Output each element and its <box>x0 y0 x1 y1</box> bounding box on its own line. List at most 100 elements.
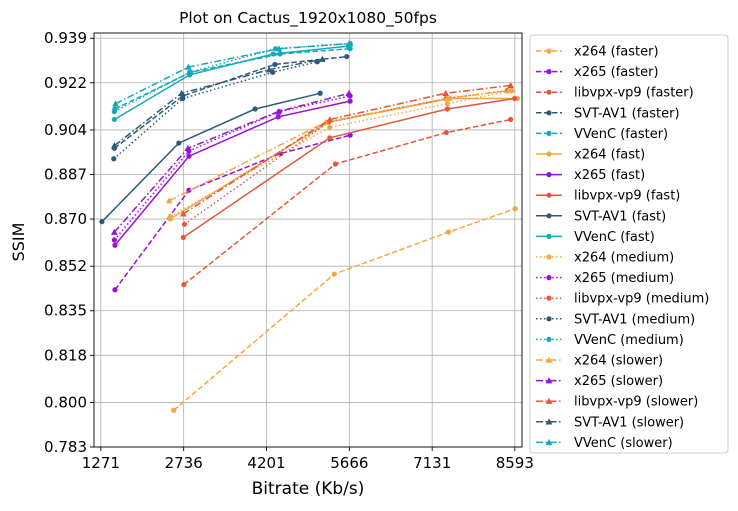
data-point <box>180 234 186 240</box>
plot-lines <box>99 40 521 413</box>
legend-item: SVT-AV1 (fast) <box>536 209 666 224</box>
legend-item: x264 (medium) <box>536 251 674 266</box>
legend-label: SVT-AV1 (faster) <box>574 106 680 121</box>
legend-marker <box>546 151 552 157</box>
data-point <box>332 161 339 167</box>
data-point <box>275 114 281 120</box>
legend-label: VVenC (slower) <box>574 436 673 451</box>
legend-label: x264 (faster) <box>574 45 659 60</box>
data-point <box>512 205 518 212</box>
series-line <box>114 134 351 291</box>
data-point <box>327 135 333 141</box>
series-line <box>113 58 323 147</box>
series-x264-faster <box>171 205 518 413</box>
data-point <box>165 197 173 204</box>
legend-item: x264 (faster) <box>536 45 659 60</box>
legend-marker <box>546 89 552 95</box>
data-point <box>112 100 119 107</box>
data-point <box>186 153 192 159</box>
y-tick-label: 0.818 <box>44 346 87 364</box>
series-line <box>184 89 508 225</box>
data-point <box>252 106 258 112</box>
data-point <box>272 61 278 68</box>
data-point <box>185 63 192 70</box>
legend-marker <box>545 397 553 404</box>
legend-item: libvpx-vp9 (slower) <box>536 395 698 410</box>
series-libvpx-vp9-faster <box>181 116 514 288</box>
legend-label: x264 (medium) <box>574 251 674 266</box>
legend-label: libvpx-vp9 (fast) <box>574 189 680 204</box>
legend-marker <box>546 295 552 301</box>
axis-ticks: 1271 2736 4201 5666 7131 8593 0.783 0.800 0.818 0… <box>44 29 534 472</box>
data-point <box>443 129 449 136</box>
legend-label: libvpx-vp9 (medium) <box>574 292 709 307</box>
data-point <box>508 116 514 123</box>
y-tick-label: 0.870 <box>44 210 87 228</box>
legend-marker <box>546 110 552 116</box>
data-point <box>346 40 354 47</box>
legend-frame <box>529 34 729 454</box>
data-point <box>507 82 515 89</box>
series-vvenc-slower <box>112 40 354 107</box>
legend-label: libvpx-vp9 (faster) <box>574 86 694 101</box>
legend-item: SVT-AV1 (faster) <box>536 106 680 121</box>
legend-label: VVenC (fast) <box>574 230 655 245</box>
series-svt-av1-fast <box>99 90 323 225</box>
legend-item: VVenC (slower) <box>536 436 673 451</box>
data-point <box>274 108 282 115</box>
legend-marker <box>546 213 552 219</box>
y-tick-label: 0.835 <box>44 302 87 320</box>
data-point <box>110 228 118 235</box>
legend-item: libvpx-vp9 (faster) <box>536 86 694 101</box>
legend-marker <box>546 254 552 260</box>
series-line <box>113 61 318 160</box>
data-point <box>345 89 353 96</box>
legend-label: SVT-AV1 (fast) <box>574 209 666 224</box>
x-axis-label: Bitrate (Kb/s) <box>252 479 365 499</box>
series-line <box>113 55 347 149</box>
series-line <box>182 84 511 215</box>
legend-marker <box>546 192 552 198</box>
y-tick-label: 0.922 <box>44 74 87 92</box>
legend-marker <box>546 233 552 239</box>
legend-item: x265 (fast) <box>536 168 645 183</box>
legend-marker <box>545 356 553 363</box>
legend-label: x264 (slower) <box>574 354 663 369</box>
data-point <box>326 116 334 123</box>
data-point <box>512 95 518 102</box>
x-tick-label: 5666 <box>330 454 368 472</box>
legend-label: libvpx-vp9 (slower) <box>574 395 698 410</box>
data-point <box>331 271 337 277</box>
legend-item: SVT-AV1 (slower) <box>536 415 684 430</box>
x-tick-label: 2736 <box>165 454 203 472</box>
y-axis-label: SSIM <box>9 223 28 262</box>
legend-item: x265 (faster) <box>536 65 659 80</box>
series-line <box>183 118 511 286</box>
legend-label: VVenC (medium) <box>574 333 684 348</box>
data-point <box>505 87 512 94</box>
data-point <box>167 213 173 220</box>
legend-item: x265 (slower) <box>536 374 663 389</box>
series-x265-fast <box>112 98 353 248</box>
data-point <box>344 53 350 60</box>
y-tick-label: 0.904 <box>44 121 87 139</box>
data-point <box>327 124 333 130</box>
data-point <box>112 287 118 293</box>
series-libvpx-vp9-fast <box>180 95 518 240</box>
legend-label: x265 (faster) <box>574 65 659 80</box>
data-point <box>180 95 186 102</box>
legend-marker <box>546 48 552 54</box>
legend-marker <box>545 439 553 446</box>
legend-item: libvpx-vp9 (fast) <box>536 189 680 204</box>
legend-marker <box>545 377 553 384</box>
data-point <box>111 156 117 162</box>
y-tick-label: 0.852 <box>44 257 87 275</box>
legend-label: x265 (medium) <box>574 271 674 286</box>
series-x264-slower <box>165 87 512 204</box>
legend-marker <box>546 336 552 342</box>
legend-item: x265 (medium) <box>536 271 674 286</box>
data-point <box>184 144 192 152</box>
data-point <box>265 66 273 73</box>
data-point <box>176 140 182 146</box>
